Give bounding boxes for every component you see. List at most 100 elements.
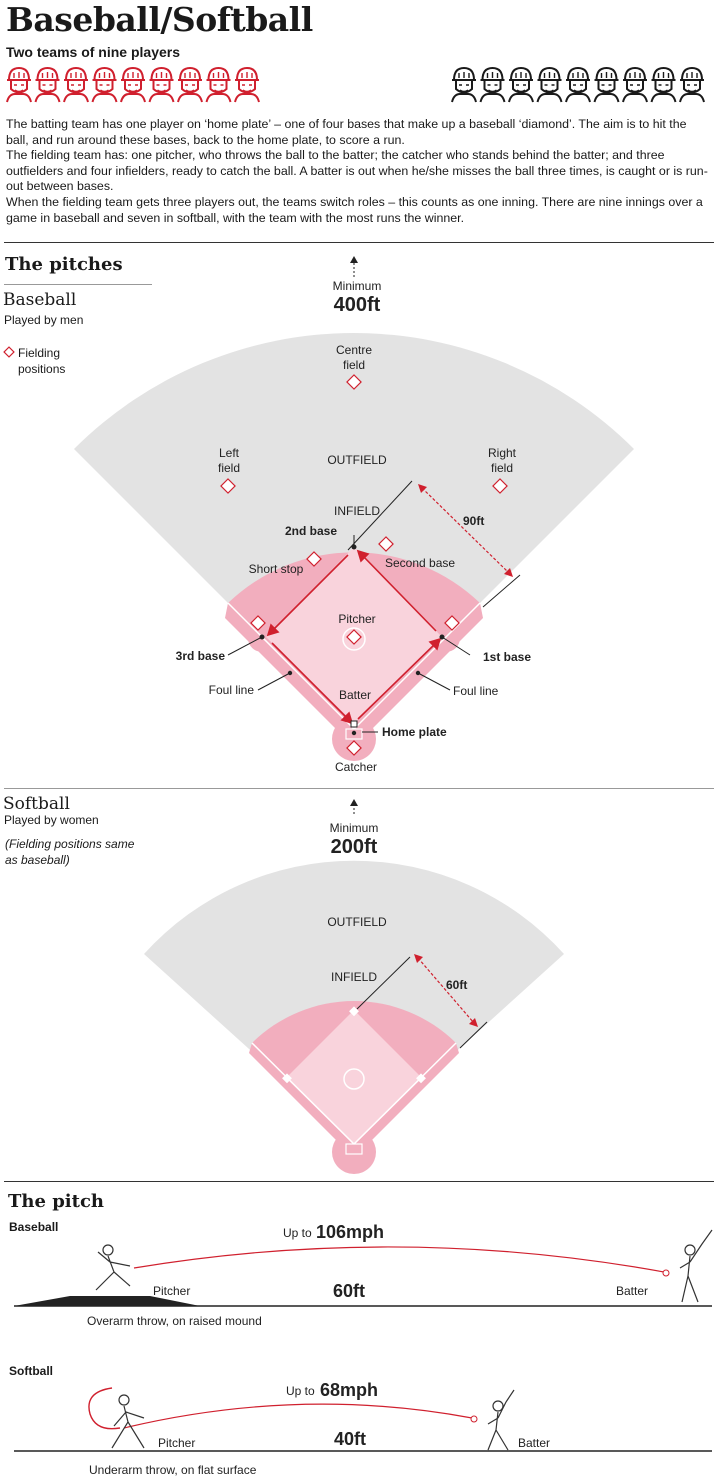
player-icon	[536, 67, 563, 103]
softball-throw-diagram: Up to 68mph Pitcher 40ft Batter Underarm…	[14, 1380, 712, 1477]
page-title: Baseball/Softball	[6, 0, 313, 39]
distance-tick-top	[356, 956, 411, 1010]
throw-caption: Underarm throw, on flat surface	[89, 1463, 257, 1477]
batter-figure-icon	[487, 1389, 515, 1451]
legend-line: positions	[18, 362, 66, 376]
ball-icon	[662, 1269, 670, 1277]
player-icon	[451, 67, 477, 103]
pitchers-mound	[14, 1296, 200, 1306]
speed-prefix: Up to	[283, 1226, 312, 1240]
intro-paragraph: When the fielding team gets three player…	[6, 194, 703, 225]
pitch-divider	[4, 788, 714, 789]
centre-field-label: Centre	[336, 343, 372, 357]
short-stop-label: Short stop	[249, 562, 304, 576]
outfield-label: OUTFIELD	[327, 453, 387, 467]
windmill-arc	[88, 1387, 121, 1430]
home-plate-marker	[345, 728, 363, 740]
batter-figure-icon	[679, 1229, 713, 1303]
leader-lines	[227, 535, 471, 733]
player-icon	[479, 67, 506, 103]
base-running-arrows	[266, 549, 442, 725]
softball-field-diagram: Minimum 200ft OUTFIELD INFIELD 60ft	[144, 799, 564, 1174]
player-icon	[148, 67, 175, 103]
arrow-up-icon	[350, 799, 358, 806]
base-distance-label: 90ft	[463, 514, 484, 528]
pitcher-label: Pitcher	[153, 1284, 190, 1298]
player-icon	[650, 67, 677, 103]
fielding-position-legend-icon	[3, 346, 15, 358]
batter-marker	[350, 720, 358, 728]
throw-caption: Overarm throw, on raised mound	[87, 1314, 262, 1328]
baseball-pitch-title: Baseball	[3, 290, 77, 310]
base-1st-label: 1st base	[483, 650, 531, 664]
baseball-pitch-subtitle: Played by men	[4, 313, 84, 327]
player-icon	[34, 67, 61, 103]
pitcher-figure-icon	[111, 1394, 145, 1449]
fielding-legend-label: Fielding positions	[18, 345, 65, 377]
legend-line: Fielding	[18, 346, 61, 360]
left-field-label: field	[218, 461, 240, 475]
baseball-throw-label: Baseball	[9, 1220, 59, 1234]
pitcher-label: Pitcher	[338, 612, 375, 626]
infield-label: INFIELD	[331, 970, 377, 984]
distance-label: 60ft	[333, 1281, 365, 1301]
softball-pitch-title: Softball	[3, 794, 70, 814]
distance-tick-top	[347, 480, 413, 551]
baseball-throw-diagram: Up to 106mph Pitcher 60ft Batter Overarm…	[14, 1222, 713, 1328]
min-distance: 400ft	[334, 294, 381, 316]
foul-line-right-label: Foul line	[453, 684, 499, 698]
pitchers-circle	[343, 1068, 365, 1090]
base-distance-arrow	[421, 487, 510, 574]
speed-value: 106mph	[316, 1222, 384, 1242]
distance-tick-bottom	[459, 1021, 488, 1049]
softball-throw-label: Softball	[9, 1364, 53, 1378]
player-icon	[120, 67, 146, 103]
softball-note: (Fielding positions same as baseball)	[5, 836, 134, 868]
distance-tick-bottom	[482, 574, 521, 608]
min-label: Minimum	[333, 279, 382, 293]
min-distance: 200ft	[331, 836, 378, 858]
second-base-position-label: Second base	[385, 556, 455, 570]
player-icon	[205, 67, 232, 103]
note-line: (Fielding positions same	[5, 837, 135, 851]
batter-label: Batter	[339, 688, 371, 702]
section-divider	[4, 242, 714, 243]
left-field-label: Left	[219, 446, 240, 460]
note-line: as baseball)	[5, 853, 70, 867]
player-icon	[234, 67, 260, 103]
softball-pitch-subtitle: Played by women	[4, 813, 99, 827]
base-2nd-label: 2nd base	[285, 524, 337, 538]
base-distance-arrow	[417, 957, 475, 1024]
player-icon	[679, 67, 705, 103]
right-field-label: Right	[488, 446, 517, 460]
pitcher-label: Pitcher	[158, 1436, 195, 1450]
intro-paragraph: The fielding team has: one pitcher, who …	[6, 148, 708, 194]
home-plate-circle	[332, 1130, 376, 1174]
min-label: Minimum	[330, 821, 379, 835]
ball-icon	[470, 1415, 478, 1423]
ball-trajectory	[133, 1246, 665, 1273]
catcher-label: Catcher	[335, 760, 377, 774]
intro-text: The batting team has one player on ‘home…	[6, 117, 712, 226]
speed-prefix: Up to	[286, 1384, 315, 1398]
player-icon	[565, 67, 591, 103]
page-subtitle: Two teams of nine players	[6, 44, 181, 60]
red-team-players-icon	[6, 67, 260, 103]
player-icon	[91, 67, 118, 103]
distance-label: 40ft	[334, 1429, 366, 1449]
centre-field-label: field	[343, 358, 365, 372]
fielding-position-markers	[220, 374, 508, 756]
pitches-section-title: The pitches	[5, 254, 123, 275]
pitch-section-title: The pitch	[8, 1191, 104, 1212]
speed-value: 68mph	[320, 1380, 378, 1400]
section-divider	[4, 1181, 714, 1182]
pitcher-figure-icon	[95, 1244, 131, 1291]
base-3rd-label: 3rd base	[176, 649, 226, 663]
home-plate-label: Home plate	[382, 725, 447, 739]
player-icon	[6, 67, 32, 103]
outfield-label: OUTFIELD	[327, 915, 387, 929]
baseball-field-diagram: Minimum 400ft Centre field Left field Ri…	[74, 256, 634, 774]
player-icon	[177, 67, 203, 103]
intro-paragraph: The batting team has one player on ‘home…	[6, 117, 687, 147]
base-distance-label: 60ft	[446, 978, 467, 992]
